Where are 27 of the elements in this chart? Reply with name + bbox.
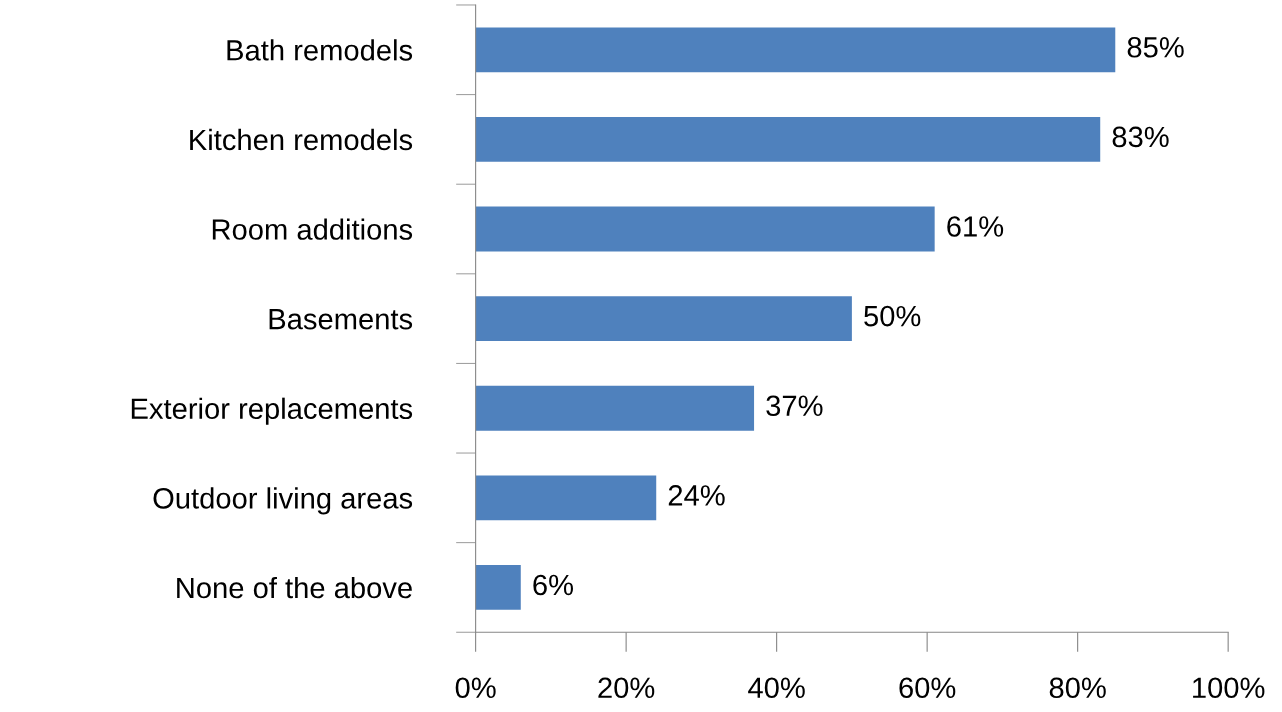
x-tick-label: 0% bbox=[455, 677, 496, 699]
x-tick-label: 100% bbox=[1193, 677, 1265, 699]
data-label: 24% bbox=[668, 485, 725, 506]
x-tick-label: 40% bbox=[748, 677, 805, 699]
data-label: 50% bbox=[864, 305, 921, 327]
bar bbox=[475, 27, 1116, 73]
y-tick-label: Kitchen remodels bbox=[190, 128, 413, 151]
y-tick-label: None of the above bbox=[177, 576, 412, 599]
data-label: 37% bbox=[766, 395, 823, 417]
data-label: 85% bbox=[1127, 36, 1184, 58]
bar bbox=[475, 206, 935, 252]
x-tick-label: 20% bbox=[598, 677, 655, 699]
bar bbox=[475, 296, 852, 342]
y-tick-label: Bath remodels bbox=[227, 39, 413, 61]
bar bbox=[475, 385, 755, 431]
data-label: 61% bbox=[947, 216, 1004, 237]
y-tick-label: Exterior replacements bbox=[131, 397, 413, 425]
bar bbox=[475, 565, 521, 610]
x-tick-label: 80% bbox=[1049, 677, 1106, 699]
y-tick-label: Basements bbox=[269, 309, 413, 330]
data-label: 6% bbox=[533, 574, 573, 596]
x-tick-label: 60% bbox=[899, 677, 956, 699]
y-tick-label: Room additions bbox=[212, 218, 413, 240]
bar bbox=[475, 117, 1101, 162]
y-tick-label: Outdoor living areas bbox=[153, 487, 413, 515]
data-label: 83% bbox=[1112, 126, 1169, 148]
bar bbox=[475, 475, 657, 521]
